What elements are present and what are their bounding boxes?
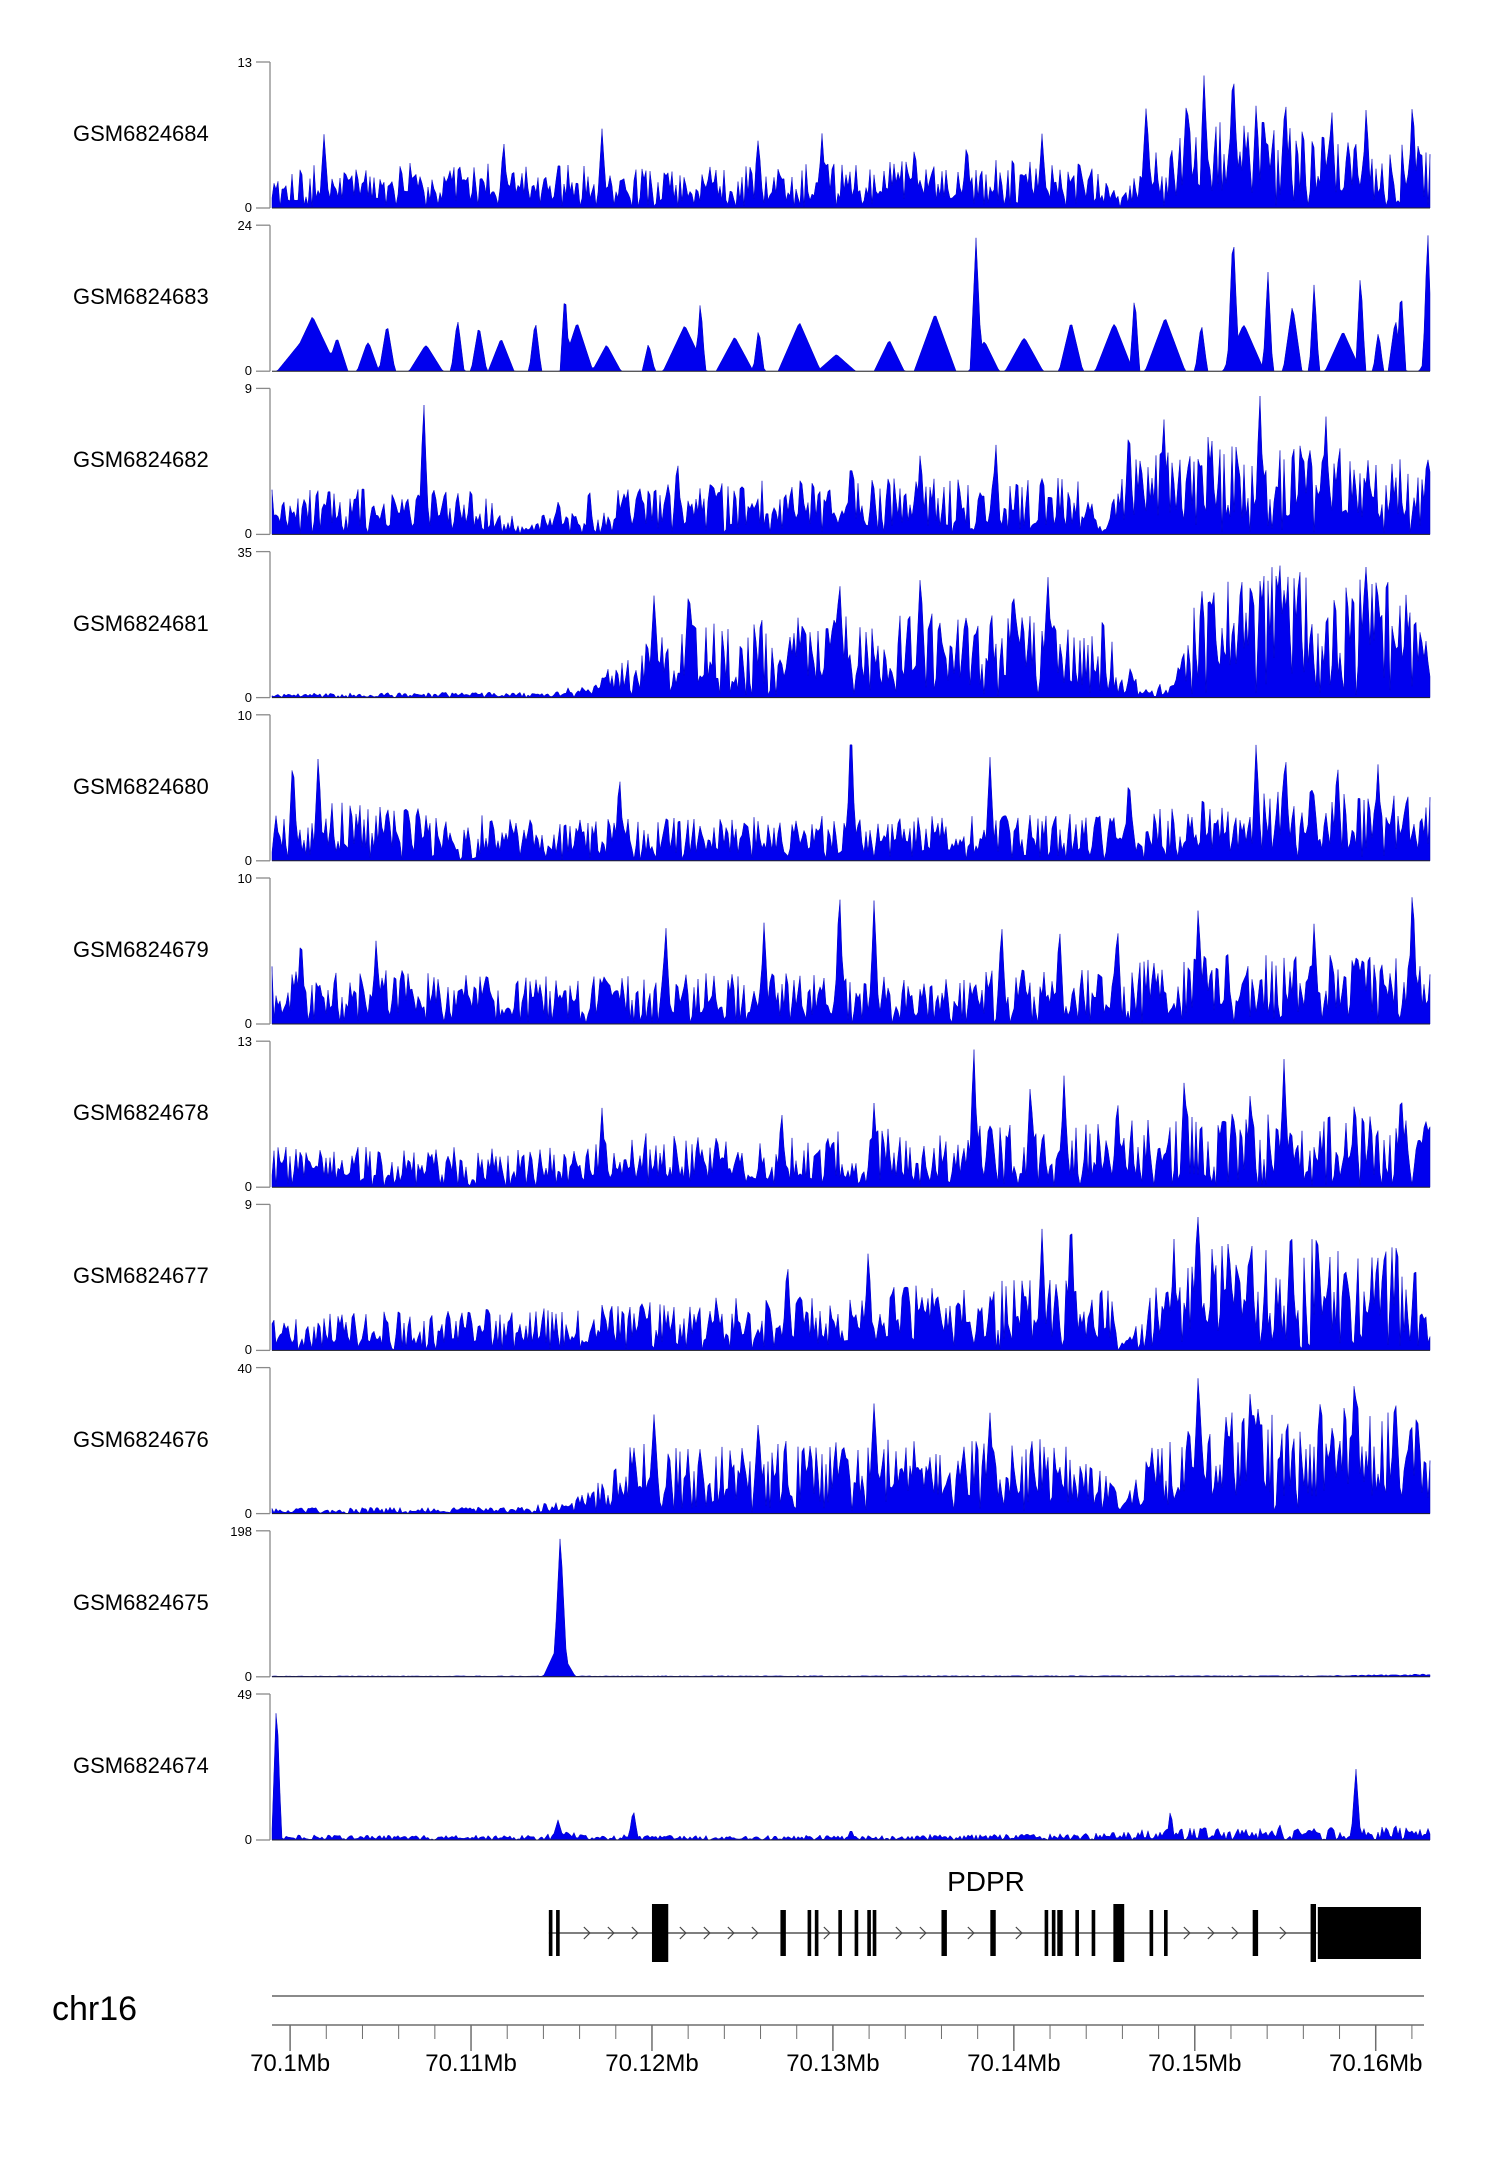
gene-exon [651,1904,669,1962]
track-label: GSM6824683 [73,284,209,310]
y-axis-max-label: 10 [237,707,252,723]
coverage-area [271,75,1431,209]
gene-exon [1164,1910,1168,1956]
gene-exon [548,1910,553,1956]
gene-exon [867,1910,871,1956]
y-axis-zero-label: 0 [244,1505,252,1521]
gene-name-label: PDPR [947,1866,1025,1897]
y-axis-zero-label: 0 [244,1668,252,1684]
coverage-area [271,1216,1431,1351]
y-axis-zero-label: 0 [244,1016,252,1031]
track-label: GSM6824684 [73,121,209,146]
strand-arrow-icon [1207,1926,1215,1940]
y-axis-max-label: 13 [237,1034,252,1050]
coverage-area [271,897,1431,1025]
strand-arrow-icon [607,1926,615,1940]
y-axis-zero-label: 0 [244,1342,252,1358]
gene-exon [990,1910,996,1956]
axis-tick-label: 70.1Mb [250,2050,331,2077]
track-label: GSM6824675 [73,1589,209,1615]
y-axis-max-label: 9 [244,381,252,397]
gene-exon [807,1910,812,1956]
coverage-area [271,395,1431,535]
gene-exon [814,1910,819,1956]
track-label: GSM6824676 [73,1426,209,1452]
y-axis-zero-label: 0 [244,526,252,542]
coverage-area [271,744,1431,862]
gene-exon [1051,1910,1056,1956]
y-axis-zero-label: 0 [244,1179,252,1195]
strand-arrow-icon [679,1926,687,1940]
track-label: GSM6824678 [73,1100,209,1126]
coverage-area [271,1049,1431,1188]
strand-arrow-icon [751,1926,759,1940]
gene-exon [1252,1910,1259,1956]
gene-exon [1044,1910,1049,1956]
y-axis-max-label: 10 [237,871,252,886]
track-label: GSM6824677 [73,1263,209,1289]
y-axis-zero-label: 0 [244,200,252,215]
gene-exon [1149,1910,1154,1956]
y-axis-max-label: 49 [237,1687,252,1702]
chromosome-label: chr16 [52,1990,138,2028]
gene-exon [780,1910,786,1956]
strand-arrow-icon [1279,1926,1287,1940]
y-axis-zero-label: 0 [244,1832,252,1847]
y-axis-max-label: 9 [244,1197,252,1213]
y-axis-zero-label: 0 [244,363,252,379]
gene-exon [872,1910,877,1956]
strand-arrow-icon [895,1926,903,1940]
gene-exon [1091,1910,1096,1956]
coverage-area [272,235,1431,372]
track-label: GSM6824679 [73,937,209,962]
gene-exon [941,1910,947,1956]
y-axis-zero-label: 0 [244,689,252,705]
axis-tick-label: 70.11Mb [425,2050,517,2077]
strand-arrow-icon [1183,1926,1191,1940]
strand-arrow-icon [1015,1926,1023,1940]
coverage-area [271,1713,1431,1841]
strand-arrow-icon [1231,1926,1239,1940]
track-label: GSM6824680 [73,773,209,799]
axis-tick-label: 70.14Mb [967,2050,1061,2077]
axis-tick-label: 70.12Mb [605,2050,699,2077]
gene-exon [556,1910,560,1956]
axis-tick-label: 70.13Mb [786,2050,880,2077]
strand-arrow-icon [583,1926,591,1940]
axis-tick-label: 70.16Mb [1329,2050,1423,2077]
strand-arrow-icon [631,1926,639,1940]
coverage-area [271,565,1431,698]
strand-arrow-icon [703,1926,711,1940]
gene-exon [1317,1907,1421,1959]
y-axis-max-label: 24 [237,218,252,234]
y-axis-max-label: 198 [230,1523,252,1539]
y-axis-max-label: 35 [237,544,252,560]
gene-exon [1057,1910,1063,1956]
gene-exon [1075,1910,1079,1956]
strand-arrow-icon [919,1926,927,1940]
y-axis-zero-label: 0 [244,852,252,868]
track-label: GSM6824682 [73,447,209,473]
strand-arrow-icon [967,1926,975,1940]
gene-exon [838,1910,842,1956]
coverage-area [271,1378,1431,1514]
y-axis-max-label: 13 [237,55,252,70]
y-axis-max-label: 40 [237,1360,252,1376]
gene-exon [854,1910,859,1956]
gene-exon [1113,1904,1125,1962]
strand-arrow-icon [823,1926,831,1940]
coverage-area [271,1538,1431,1678]
axis-tick-label: 70.15Mb [1148,2050,1242,2077]
track-label: GSM6824681 [73,610,209,636]
track-label: GSM6824674 [73,1753,209,1778]
strand-arrow-icon [727,1926,735,1940]
gene-exon [1310,1904,1317,1962]
